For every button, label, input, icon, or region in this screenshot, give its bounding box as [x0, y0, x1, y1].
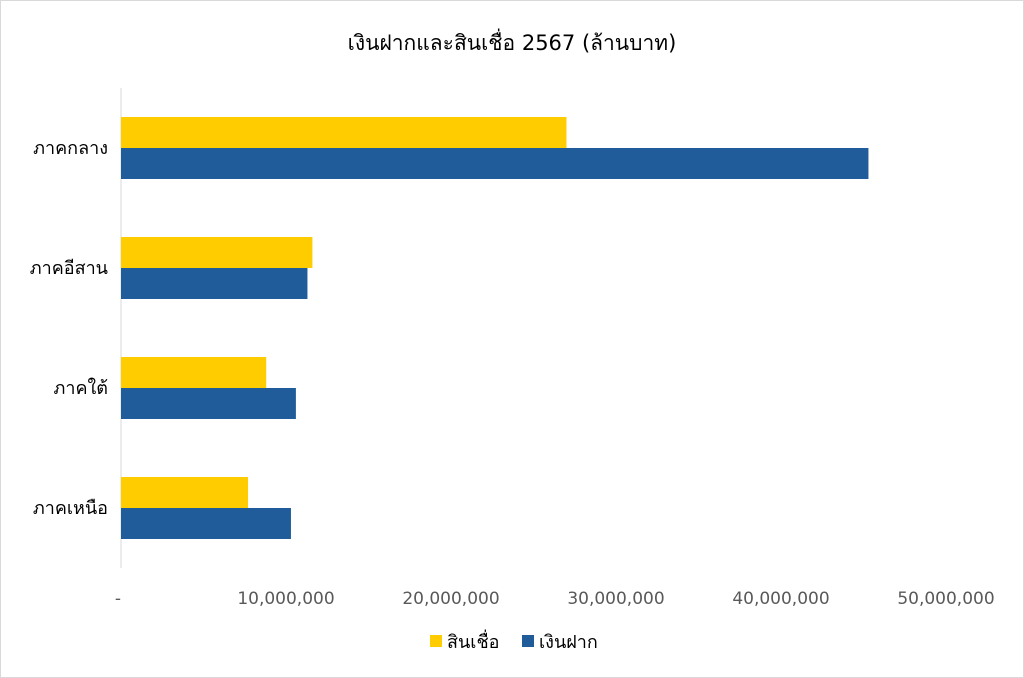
x-tick-label: 40,000,000 [732, 589, 829, 609]
category-label: ภาคกลาง [33, 138, 108, 159]
legend: สินเชื่อ เงินฝาก [430, 629, 598, 653]
bar-deposit-1 [121, 268, 308, 299]
bar-deposit-0 [121, 148, 869, 179]
legend-item-credit-swatch [430, 635, 442, 647]
bar-credit-0 [121, 117, 567, 148]
bar-deposit-2 [121, 388, 296, 419]
x-tick-label: 20,000,000 [402, 589, 499, 609]
bar-credit-3 [121, 477, 249, 508]
bar-deposit-3 [121, 508, 291, 539]
x-tick-label: 50,000,000 [897, 589, 994, 609]
bar-credit-2 [121, 357, 267, 388]
bar-credit-1 [121, 237, 313, 268]
legend-item-deposit-swatch [522, 635, 534, 647]
chart-title: เงินฝากและสินเชื่อ 2567 (ล้านบาท) [348, 28, 677, 55]
category-label: ภาคเหนือ [33, 498, 108, 519]
x-axis-tick-labels: - 10,000,000 20,000,000 30,000,000 40,000,00… [115, 589, 995, 609]
bars-group [121, 117, 869, 539]
x-tick-label: 30,000,000 [567, 589, 664, 609]
category-label: ภาคใต้ [54, 377, 109, 399]
category-label: ภาคอีสาน [30, 258, 108, 279]
x-tick-label: - [115, 589, 121, 609]
legend-item-deposit-label: เงินฝาก [539, 632, 598, 653]
x-tick-label: 10,000,000 [237, 589, 334, 609]
legend-item-credit-label: สินเชื่อ [447, 629, 499, 653]
